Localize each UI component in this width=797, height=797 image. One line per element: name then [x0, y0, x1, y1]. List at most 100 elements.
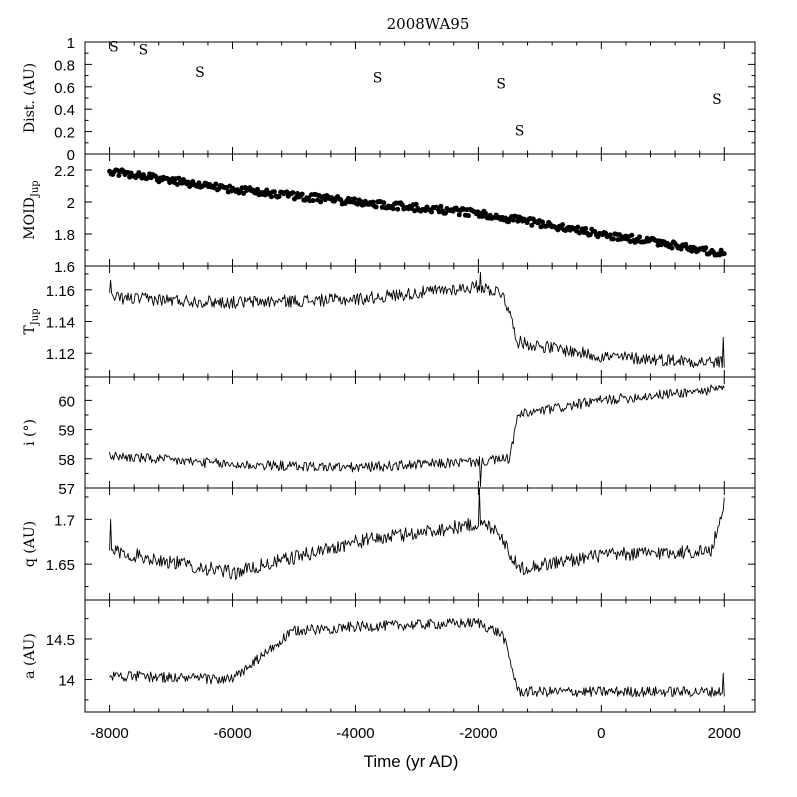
- close-approach-marker: S: [139, 43, 149, 59]
- panels-group: 0 0.2 0.4 0.6 0.8 1 Dist. (AU) S S S S S S S 1.6 1.8 2 2.…: [22, 35, 756, 713]
- y-tick-label: 2.2: [54, 163, 75, 180]
- y-tick-label: 2: [67, 195, 75, 212]
- y-axis-label: i (°): [22, 419, 38, 446]
- panel-tjup: 1.12 1.14 1.16 TJup: [22, 265, 756, 378]
- y-tick-label: 57: [58, 481, 75, 498]
- y-tick-label: 1.7: [54, 512, 75, 529]
- data-point: [683, 241, 689, 247]
- y-tick-label: 58: [58, 452, 75, 469]
- panel-moid: 1.6 1.8 2 2.2 MOIDJup: [22, 153, 756, 276]
- x-tick-label: 0: [597, 725, 605, 742]
- y-tick-label: 1.16: [46, 283, 75, 300]
- y-tick-label: 59: [58, 423, 75, 440]
- y-tick-label: 1.65: [46, 557, 75, 574]
- close-approach-marker: S: [195, 65, 205, 81]
- close-approach-marker: S: [109, 39, 119, 55]
- data-point: [176, 175, 182, 181]
- data-point: [438, 203, 444, 209]
- series-line: [109, 384, 725, 487]
- data-point: [442, 210, 448, 216]
- data-point: [479, 213, 485, 219]
- data-point: [429, 209, 435, 215]
- data-point: [510, 217, 516, 223]
- y-tick-label: 0: [67, 147, 75, 164]
- data-point: [529, 222, 535, 228]
- data-point: [607, 232, 613, 238]
- data-point: [721, 251, 727, 257]
- data-point: [299, 191, 305, 197]
- data-point: [629, 232, 635, 238]
- data-point: [271, 189, 277, 195]
- data-point: [482, 210, 488, 216]
- data-point: [276, 193, 282, 199]
- y-tick-label: 0.2: [54, 125, 75, 142]
- x-axis: -8000 -6000 -4000 -2000 0 2000: [90, 725, 741, 742]
- y-axis-label: a (AU): [22, 633, 38, 679]
- panel-frame: [84, 265, 756, 378]
- y-axis-label: MOIDJup: [22, 180, 41, 239]
- data-point: [290, 190, 296, 196]
- data-point: [390, 206, 396, 212]
- panel-a: 14 14.5 a (AU): [22, 599, 756, 713]
- chart-title: 2008WA95: [387, 15, 470, 33]
- y-tick-label: 0.6: [54, 80, 75, 97]
- data-point: [703, 245, 709, 251]
- data-point: [358, 198, 364, 204]
- data-point: [456, 212, 462, 218]
- y-tick-label: 1.6: [54, 259, 75, 276]
- x-tick-label: -2000: [459, 725, 497, 742]
- data-point: [254, 186, 260, 192]
- data-point: [264, 187, 270, 193]
- data-point: [669, 245, 675, 251]
- x-tick-label: -4000: [336, 725, 374, 742]
- series-line: [109, 271, 725, 369]
- close-approach-marker: S: [373, 71, 383, 87]
- y-tick-label: 14: [58, 673, 75, 690]
- y-tick-label: 0.8: [54, 57, 75, 74]
- close-approach-marker: S: [712, 92, 722, 108]
- y-tick-label: 60: [58, 393, 75, 410]
- y-tick-label: 1.14: [46, 315, 75, 332]
- series-line: [109, 617, 725, 698]
- data-point: [395, 206, 401, 212]
- data-point: [373, 204, 379, 210]
- x-tick-label: -6000: [213, 725, 251, 742]
- data-point: [338, 197, 344, 203]
- data-point: [381, 200, 387, 206]
- panel-incl: 57 58 59 60 i (°): [22, 376, 756, 498]
- data-point: [575, 224, 581, 230]
- panel-frame: [84, 487, 756, 601]
- y-axis-label: q (AU): [22, 521, 38, 567]
- data-point: [413, 201, 419, 207]
- data-point: [213, 181, 219, 187]
- data-point: [352, 196, 358, 202]
- x-tick-label: -8000: [90, 725, 128, 742]
- close-approach-marker: S: [496, 76, 506, 92]
- y-axis-label: TJup: [22, 308, 41, 334]
- data-point: [466, 213, 472, 219]
- close-approach-marker: S: [515, 123, 525, 139]
- data-point: [678, 246, 684, 252]
- data-point: [310, 198, 316, 204]
- data-point: [587, 232, 593, 238]
- panel-dist: 0 0.2 0.4 0.6 0.8 1 Dist. (AU) S S S S S S S: [22, 35, 756, 164]
- series-line: [109, 487, 725, 580]
- x-tick-label: 2000: [708, 725, 741, 742]
- x-axis-label: Time (yr AD): [364, 752, 459, 771]
- scatter-series: [107, 167, 727, 258]
- data-point: [370, 199, 376, 205]
- y-tick-label: 1: [67, 35, 75, 52]
- data-point: [637, 234, 643, 240]
- data-point: [539, 219, 545, 225]
- panel-frame: [84, 376, 756, 489]
- y-tick-label: 14.5: [46, 632, 75, 649]
- data-point: [560, 222, 566, 228]
- panel-frame: [84, 41, 756, 155]
- data-point: [515, 218, 521, 224]
- data-point: [196, 180, 202, 186]
- data-point: [318, 199, 324, 205]
- data-point: [583, 225, 589, 231]
- y-axis-label: Dist. (AU): [22, 63, 38, 133]
- y-tick-label: 1.8: [54, 227, 75, 244]
